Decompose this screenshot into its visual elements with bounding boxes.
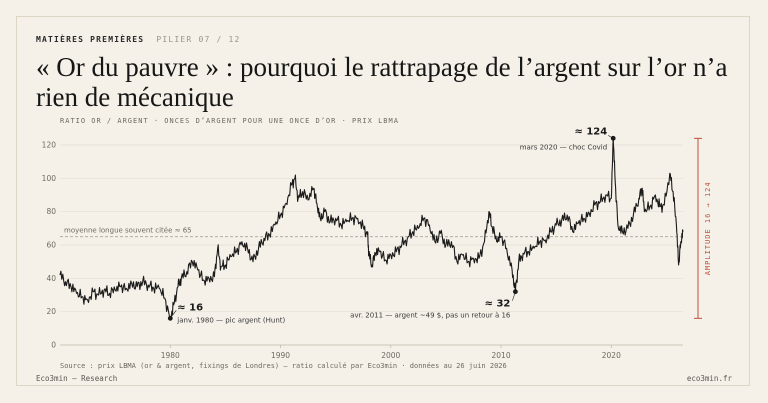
y-tick-label: 60: [46, 241, 56, 250]
annotation-value: ≈ 124: [574, 126, 607, 137]
y-tick-label: 120: [42, 141, 57, 150]
grid-lines: [60, 144, 683, 348]
x-tick-label: 2000: [381, 351, 400, 360]
series-line: [59, 137, 684, 321]
amplitude-label: AMPLITUDE 16 → 124: [704, 181, 712, 275]
annotation-value: ≈ 32: [485, 299, 511, 310]
annotation-leader: [512, 291, 516, 301]
amplitude-bracket: AMPLITUDE 16 → 124: [694, 137, 712, 319]
series-layer: [59, 137, 684, 321]
y-tick-label: 20: [46, 307, 56, 316]
source-note: Source : prix LBMA (or & argent, fixings…: [60, 362, 507, 370]
reference-line-label: moyenne longue souvent citée ≈ 65: [64, 227, 192, 235]
y-tick-label: 100: [42, 174, 57, 183]
kicker-section: MATIÈRES PREMIÈRES: [36, 35, 145, 44]
x-tick-label: 1980: [161, 351, 180, 360]
kicker-tag: PILIER 07 / 12: [156, 35, 241, 44]
x-tick-label: 1990: [271, 351, 290, 360]
annotation-label: avr. 2011 — argent ~49 $, pas un retour …: [350, 312, 511, 320]
y-tick-label: 80: [46, 207, 56, 216]
x-tick-label: 2020: [602, 351, 621, 360]
page-title: « Or du pauvre » : pourquoi le rattrapag…: [36, 52, 728, 112]
annotation-label: janv. 1980 — pic argent (Hunt): [176, 316, 285, 324]
annotation-leader: [170, 310, 177, 319]
chart-subtitle: RATIO OR / ARGENT · ONCES D’ARGENT POUR …: [60, 117, 399, 125]
y-tick-label: 0: [51, 341, 56, 350]
kicker: MATIÈRES PREMIÈRES PILIER 07 / 12: [36, 35, 241, 44]
y-tick-label: 40: [46, 274, 56, 283]
x-tick-label: 2010: [492, 351, 511, 360]
footer-brand: Eco3min — Research: [36, 374, 118, 383]
axis-labels: 0 20 40 60 80 100 120 1980 1990 2000 2010 2020: [42, 141, 621, 361]
annotation-leader: [608, 135, 614, 139]
reference-line-group: moyenne longue souvent citée ≈ 65: [60, 227, 683, 238]
annotation-value: ≈ 16: [177, 302, 203, 313]
footer-site: eco3min.fr: [686, 374, 732, 383]
annotations: ≈ 16 janv. 1980 — pic argent (Hunt) ≈ 32 av…: [167, 126, 616, 324]
card-frame: [16, 16, 750, 386]
annotation-label: mars 2020 — choc Covid: [520, 143, 607, 151]
